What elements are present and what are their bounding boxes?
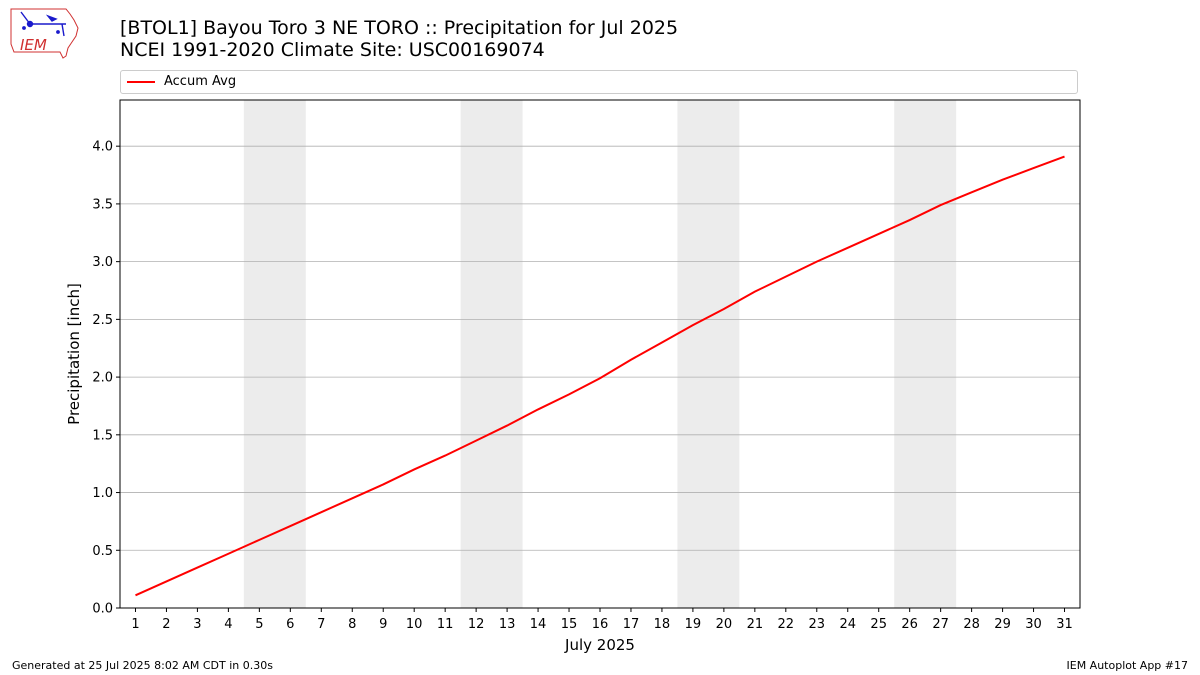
x-tick-label: 8: [348, 617, 356, 632]
x-tick-label: 31: [1056, 617, 1073, 632]
x-tick-label: 1: [131, 617, 139, 632]
x-tick-label: 27: [932, 617, 949, 632]
x-tick-label: 10: [406, 617, 423, 632]
x-tick-label: 16: [592, 617, 609, 632]
y-tick-label: 1.5: [92, 428, 113, 443]
y-tick-label: 0.5: [92, 544, 113, 559]
series-line-accum-avg: [135, 155, 1065, 597]
weekend-bands: [243, 100, 957, 608]
x-tick-label: 9: [379, 617, 387, 632]
weather-station-icon: [20, 11, 66, 37]
x-tick-label: 22: [778, 617, 795, 632]
y-tick-label: 4.0: [92, 140, 113, 155]
x-axis-label: July 2025: [564, 636, 635, 654]
legend-label-accum-avg: Accum Avg: [164, 74, 237, 89]
y-axis-label: Precipitation [inch]: [65, 283, 83, 425]
x-tick-label: 20: [716, 617, 733, 632]
legend: Accum Avg: [120, 70, 1078, 94]
x-tick-label: 24: [839, 617, 856, 632]
x-tick-label: 29: [994, 617, 1011, 632]
x-tick-label: 14: [530, 617, 547, 632]
x-tick-label: 30: [1025, 617, 1042, 632]
legend-swatch-accum-avg: [127, 81, 155, 83]
app-credit: IEM Autoplot App #17: [1066, 659, 1189, 672]
generated-timestamp: Generated at 25 Jul 2025 8:02 AM CDT in …: [12, 659, 273, 672]
y-gridlines: [120, 145, 1080, 609]
x-tick-label: 23: [809, 617, 826, 632]
iem-logo: IEM: [10, 8, 79, 59]
x-tick-label: 26: [901, 617, 918, 632]
x-tick-label: 3: [193, 617, 201, 632]
x-tick-label: 28: [963, 617, 980, 632]
x-tick-label: 7: [317, 617, 325, 632]
x-tick-label: 5: [255, 617, 263, 632]
series-lines: [135, 155, 1065, 597]
x-tick-label: 19: [685, 617, 702, 632]
y-axis-ticks: 0.0 0.5 1.0 1.5 2.0 2.5 3.0 3.5 4.0: [92, 140, 120, 617]
y-tick-label: 3.5: [92, 197, 113, 212]
chart-subtitle: NCEI 1991-2020 Climate Site: USC00169074: [120, 39, 545, 61]
x-tick-label: 13: [499, 617, 516, 632]
y-tick-label: 2.0: [92, 371, 113, 386]
x-axis-ticks: 1 2 3 4 5 6 7 8 9 10 11 12 13 14 15 16 17 18 19 20 21 22 23 24 2…: [131, 608, 1073, 632]
x-tick-label: 18: [654, 617, 671, 632]
y-tick-label: 0.0: [92, 602, 113, 617]
weekend-band: [894, 100, 957, 608]
x-tick-label: 25: [870, 617, 887, 632]
weekend-band: [460, 100, 523, 608]
x-tick-label: 12: [468, 617, 485, 632]
weekend-band: [243, 100, 306, 608]
iem-logo-text: IEM: [20, 36, 47, 54]
x-tick-label: 17: [623, 617, 640, 632]
x-tick-label: 15: [561, 617, 578, 632]
x-tick-label: 6: [286, 617, 294, 632]
y-tick-label: 1.0: [92, 486, 113, 501]
plot-frame: [119, 99, 1081, 609]
x-tick-label: 4: [224, 617, 232, 632]
x-tick-label: 2: [162, 617, 170, 632]
x-tick-label: 11: [437, 617, 454, 632]
weekend-band: [677, 100, 740, 608]
x-tick-label: 21: [747, 617, 764, 632]
y-tick-label: 3.0: [92, 255, 113, 270]
y-tick-label: 2.5: [92, 313, 113, 328]
chart-title: [BTOL1] Bayou Toro 3 NE TORO :: Precipit…: [120, 17, 679, 39]
